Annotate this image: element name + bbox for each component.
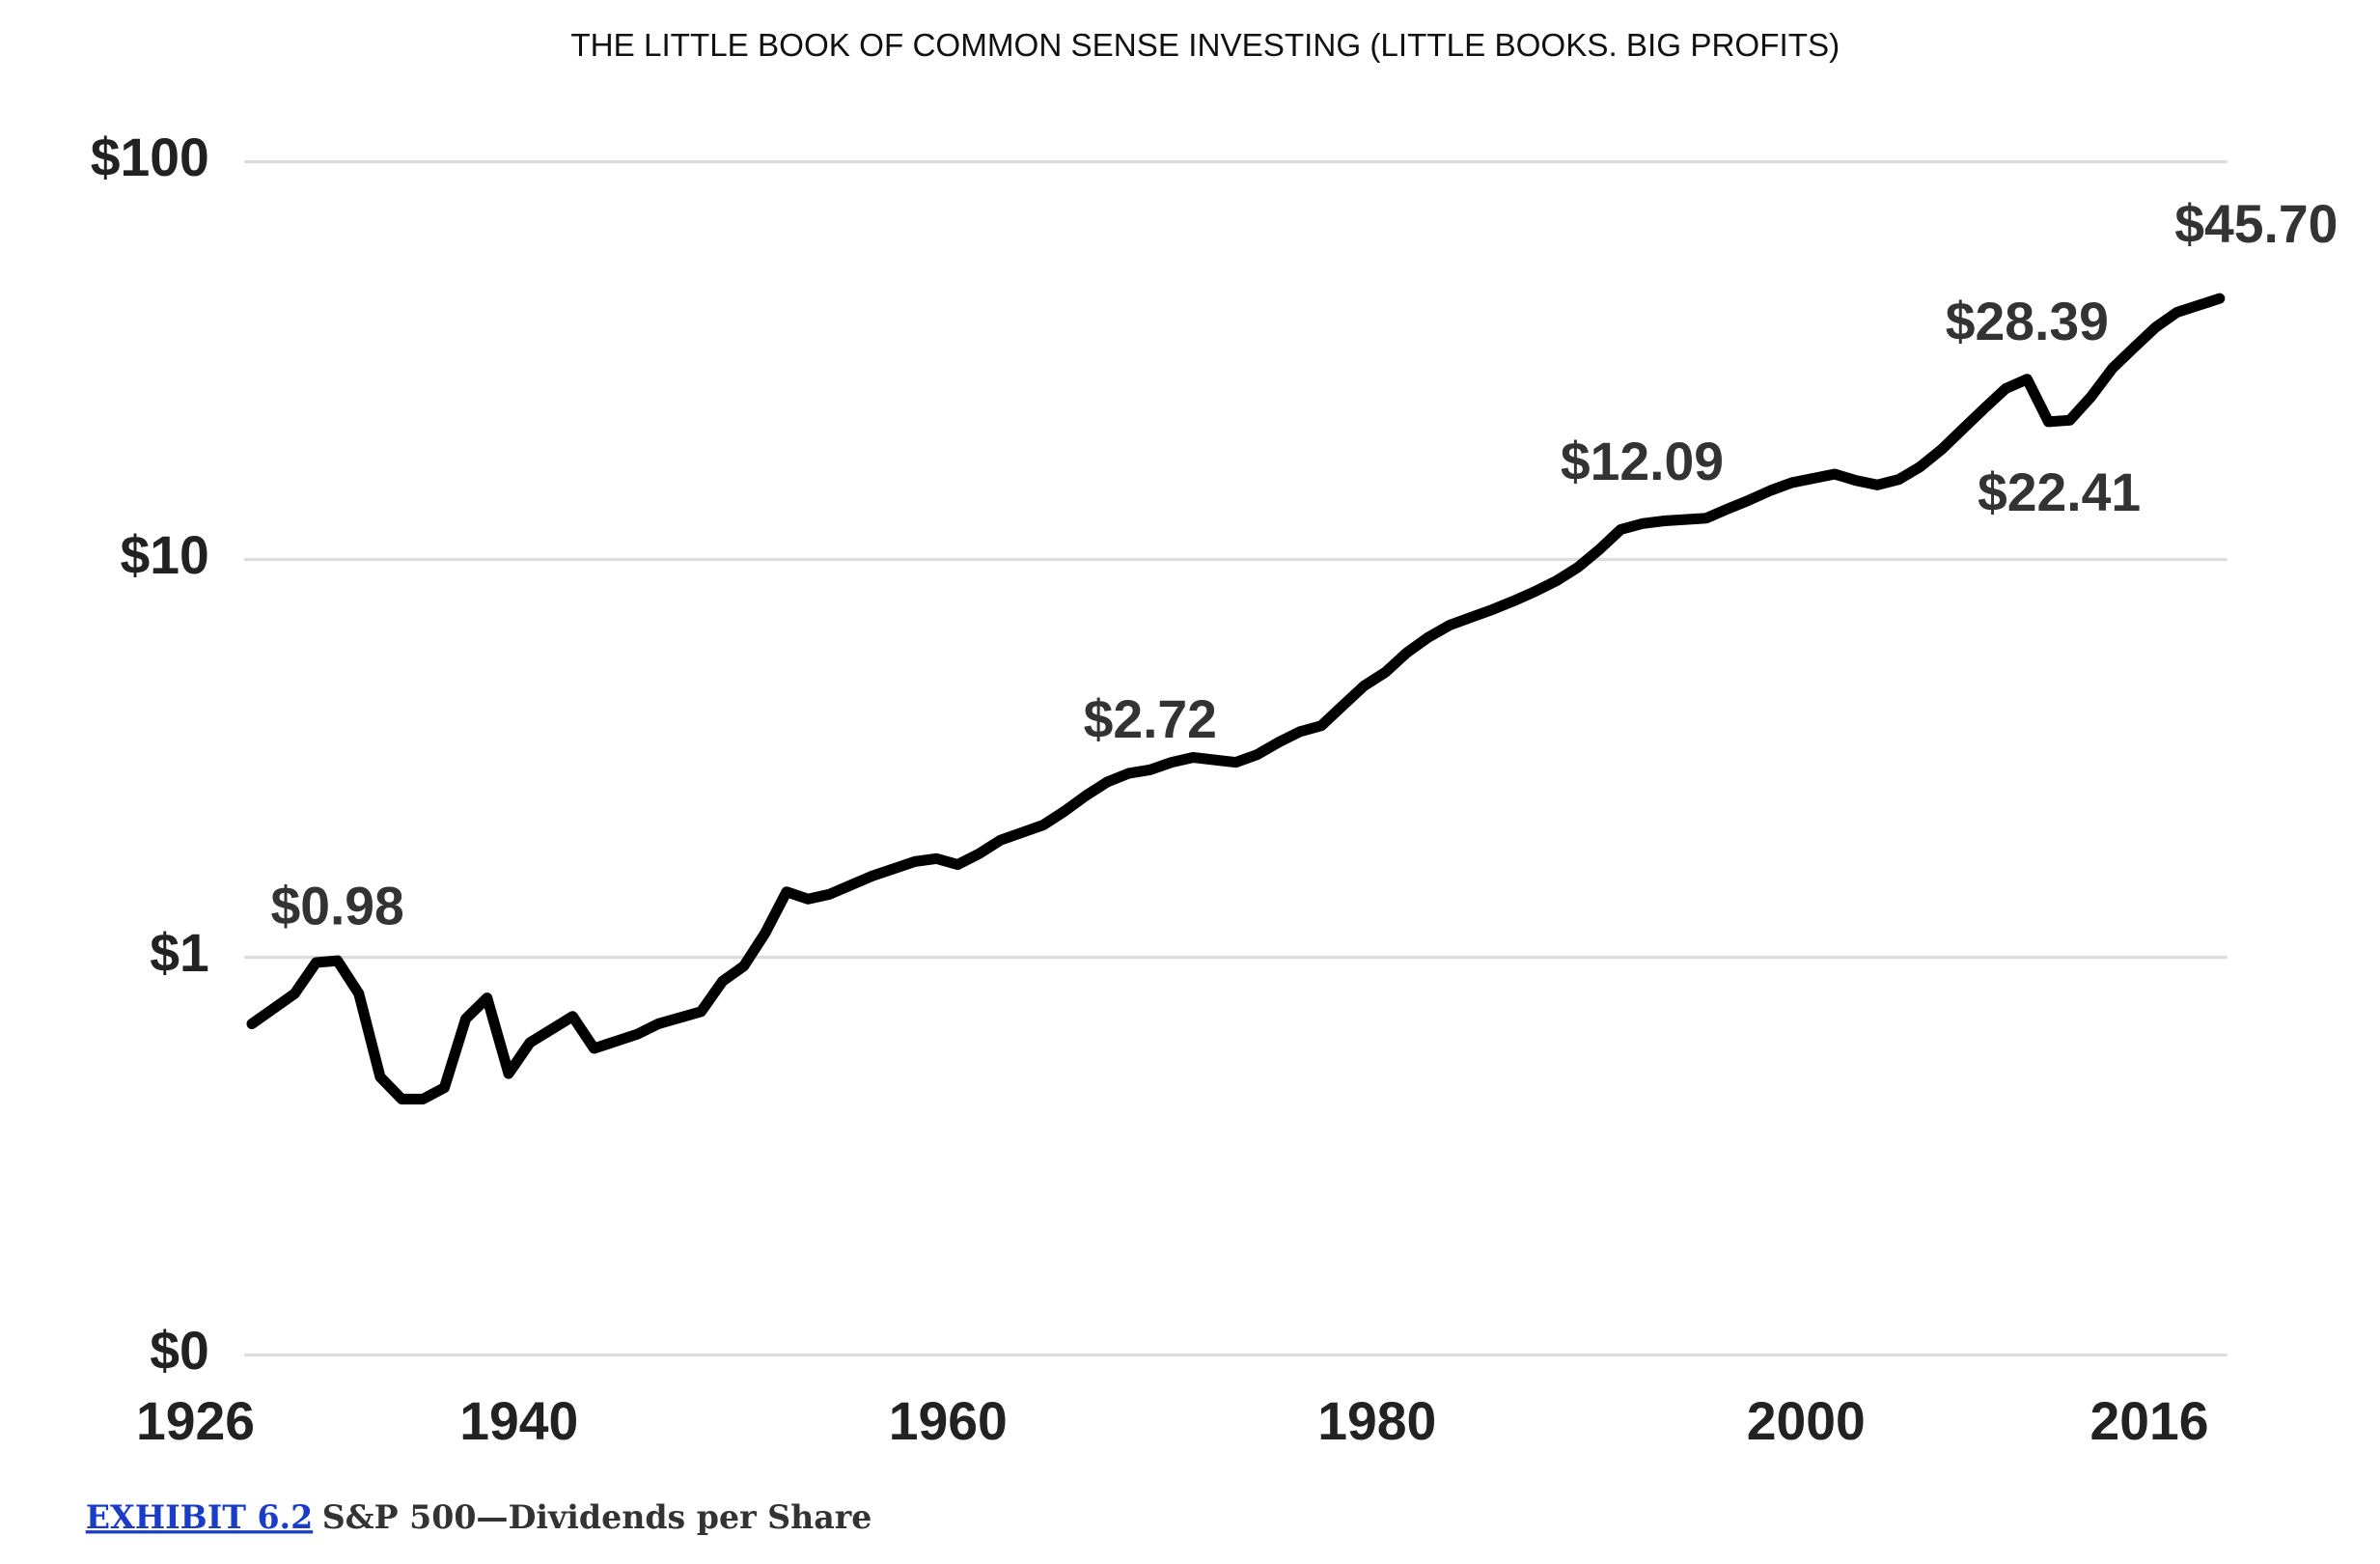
annotation: $28.39 <box>1946 292 2109 351</box>
y-tick-label: $0 <box>150 1321 209 1381</box>
annotation: $12.09 <box>1561 432 1724 491</box>
x-tick-label: 1926 <box>136 1391 255 1451</box>
x-tick-label: 1940 <box>459 1391 578 1451</box>
x-tick-label: 2000 <box>1747 1391 1866 1451</box>
caption: EXHIBIT 6.2 S&P 500—Dividends per Share <box>86 1498 872 1536</box>
annotation: $2.72 <box>1084 689 1217 749</box>
chart: $100 $10 $1 $0 1926 1940 1960 1980 2000 2016 $0.98… <box>91 127 2338 1451</box>
y-tick-label: $1 <box>150 923 209 983</box>
annotation: $22.41 <box>1978 462 2141 522</box>
y-tick-label: $10 <box>120 525 208 585</box>
x-tick-label: 1980 <box>1317 1391 1436 1451</box>
annotation: $45.70 <box>2174 194 2338 254</box>
data-line <box>246 293 2226 1104</box>
x-tick-label: 2016 <box>2090 1391 2209 1451</box>
y-tick-label: $100 <box>91 127 209 187</box>
book-title: THE LITTLE BOOK OF COMMON SENSE INVESTIN… <box>570 28 1840 64</box>
annotation: $0.98 <box>270 877 403 936</box>
x-tick-label: 1960 <box>889 1391 1008 1451</box>
exhibit-link[interactable]: EXHIBIT 6.2 <box>86 1498 314 1536</box>
caption-text: S&P 500—Dividends per Share <box>322 1498 872 1536</box>
